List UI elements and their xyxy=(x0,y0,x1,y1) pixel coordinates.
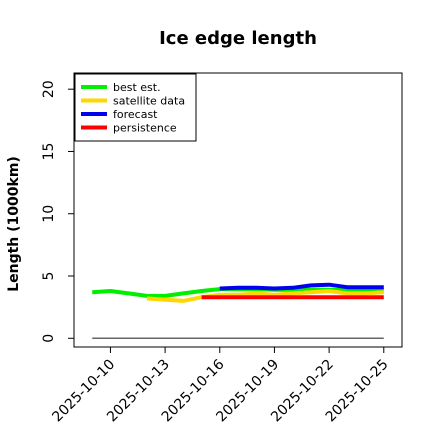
legend-label-forecast: forecast xyxy=(113,108,158,121)
series-line-forecast xyxy=(219,282,384,291)
legend: best est.satellite dataforecastpersisten… xyxy=(74,73,197,142)
plot-frame xyxy=(73,72,403,348)
plot-area xyxy=(92,282,384,340)
y-axis-label: Length (1000km) xyxy=(6,156,22,292)
chart-title: Ice edge length xyxy=(159,28,317,49)
legend-label-persistence: persistence xyxy=(113,122,177,135)
y-axis: 0 5 10 15 20 xyxy=(41,80,74,343)
y-tick-label: 15 xyxy=(41,143,57,161)
legend-label-satellite-data: satellite data xyxy=(113,95,185,108)
series-line-satellite-data xyxy=(146,289,384,303)
y-tick-label: 5 xyxy=(41,272,57,281)
y-tick-label: 0 xyxy=(41,334,57,343)
y-tick-label: 20 xyxy=(41,80,57,98)
x-axis: 2025-10-102025-10-132025-10-162025-10-19… xyxy=(49,347,392,425)
y-tick-label: 10 xyxy=(41,205,57,223)
legend-label-best-est: best est. xyxy=(113,81,161,94)
